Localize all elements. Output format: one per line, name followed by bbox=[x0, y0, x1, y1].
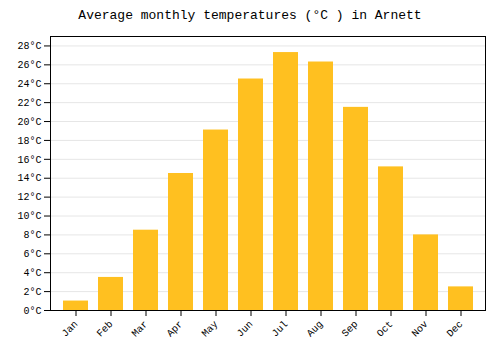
svg-text:Oct: Oct bbox=[375, 319, 396, 340]
svg-text:10°C: 10°C bbox=[17, 211, 41, 222]
svg-text:6°C: 6°C bbox=[23, 249, 41, 260]
svg-text:Dec: Dec bbox=[445, 319, 466, 340]
svg-text:4°C: 4°C bbox=[23, 268, 41, 279]
svg-text:18°C: 18°C bbox=[17, 136, 41, 147]
svg-text:Sep: Sep bbox=[340, 319, 361, 340]
svg-text:May: May bbox=[200, 319, 221, 340]
svg-text:20°C: 20°C bbox=[17, 117, 41, 128]
svg-text:Jun: Jun bbox=[235, 319, 256, 340]
svg-text:Feb: Feb bbox=[95, 319, 116, 340]
svg-text:28°C: 28°C bbox=[17, 41, 41, 52]
svg-text:Mar: Mar bbox=[130, 319, 151, 340]
svg-text:Jan: Jan bbox=[60, 319, 81, 340]
svg-text:Jul: Jul bbox=[270, 319, 291, 340]
svg-text:8°C: 8°C bbox=[23, 230, 41, 241]
svg-text:12°C: 12°C bbox=[17, 192, 41, 203]
svg-text:0°C: 0°C bbox=[23, 306, 41, 317]
svg-text:2°C: 2°C bbox=[23, 287, 41, 298]
svg-text:24°C: 24°C bbox=[17, 79, 41, 90]
svg-text:Apr: Apr bbox=[165, 319, 186, 340]
svg-text:22°C: 22°C bbox=[17, 98, 41, 109]
svg-text:14°C: 14°C bbox=[17, 173, 41, 184]
html-text:Average monthly temperatures (: Average monthly temperatures (°C ) in Ar… bbox=[78, 8, 422, 23]
svg-text:Nov: Nov bbox=[410, 319, 431, 340]
svg-text:26°C: 26°C bbox=[17, 60, 41, 71]
svg-text:16°C: 16°C bbox=[17, 155, 41, 166]
svg-text:Aug: Aug bbox=[305, 319, 326, 340]
